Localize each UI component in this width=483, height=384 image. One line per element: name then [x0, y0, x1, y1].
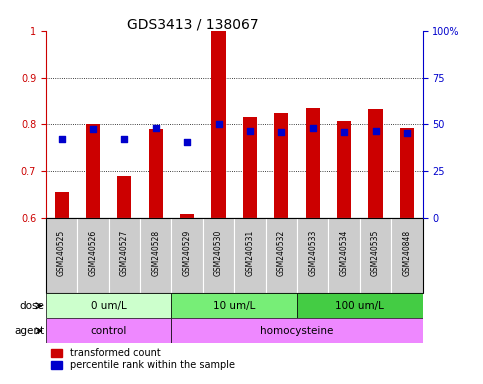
- Text: control: control: [90, 326, 127, 336]
- Point: [152, 125, 159, 131]
- Bar: [46, 293, 171, 318]
- Text: dose: dose: [19, 301, 44, 311]
- Bar: [243, 118, 257, 218]
- Point: [372, 127, 380, 134]
- Bar: [337, 121, 351, 218]
- Text: GSM240529: GSM240529: [183, 230, 192, 276]
- Point: [340, 129, 348, 135]
- Bar: [171, 293, 297, 318]
- Text: GSM240530: GSM240530: [214, 230, 223, 276]
- Text: GSM240535: GSM240535: [371, 230, 380, 276]
- Bar: [180, 214, 194, 218]
- Text: GSM240525: GSM240525: [57, 230, 66, 276]
- Point: [403, 130, 411, 136]
- Bar: [369, 109, 383, 218]
- Text: 0 um/L: 0 um/L: [91, 301, 127, 311]
- Legend: transformed count, percentile rank within the sample: transformed count, percentile rank withi…: [51, 348, 235, 370]
- Bar: [77, 218, 109, 293]
- Text: GSM240533: GSM240533: [308, 230, 317, 276]
- Bar: [212, 31, 226, 218]
- Text: homocysteine: homocysteine: [260, 326, 334, 336]
- Text: GSM240534: GSM240534: [340, 230, 349, 276]
- Point: [246, 127, 254, 134]
- Bar: [46, 318, 171, 343]
- Bar: [140, 218, 171, 293]
- Bar: [306, 108, 320, 218]
- Text: GSM240532: GSM240532: [277, 230, 286, 276]
- Point: [89, 126, 97, 132]
- Bar: [391, 218, 423, 293]
- Bar: [203, 218, 234, 293]
- Bar: [55, 192, 69, 218]
- Text: GSM240848: GSM240848: [402, 230, 412, 276]
- Bar: [297, 293, 423, 318]
- Text: GSM240526: GSM240526: [88, 230, 98, 276]
- Bar: [328, 218, 360, 293]
- Bar: [171, 218, 203, 293]
- Text: 10 um/L: 10 um/L: [213, 301, 256, 311]
- Text: GSM240527: GSM240527: [120, 230, 129, 276]
- Bar: [109, 218, 140, 293]
- Bar: [171, 318, 423, 343]
- Bar: [117, 176, 131, 218]
- Bar: [86, 124, 100, 218]
- Point: [184, 139, 191, 146]
- Bar: [274, 113, 288, 218]
- Bar: [234, 218, 266, 293]
- Text: agent: agent: [14, 326, 44, 336]
- Text: GDS3413 / 138067: GDS3413 / 138067: [128, 17, 259, 31]
- Bar: [266, 218, 297, 293]
- Point: [309, 125, 317, 131]
- Point: [215, 121, 223, 127]
- Text: GSM240528: GSM240528: [151, 230, 160, 276]
- Point: [58, 136, 66, 142]
- Text: GSM240531: GSM240531: [245, 230, 255, 276]
- Bar: [46, 218, 77, 293]
- Bar: [360, 218, 391, 293]
- Text: 100 um/L: 100 um/L: [335, 301, 384, 311]
- Point: [121, 136, 128, 142]
- Bar: [297, 218, 328, 293]
- Bar: [149, 129, 163, 218]
- Bar: [400, 128, 414, 218]
- Point: [277, 129, 285, 135]
